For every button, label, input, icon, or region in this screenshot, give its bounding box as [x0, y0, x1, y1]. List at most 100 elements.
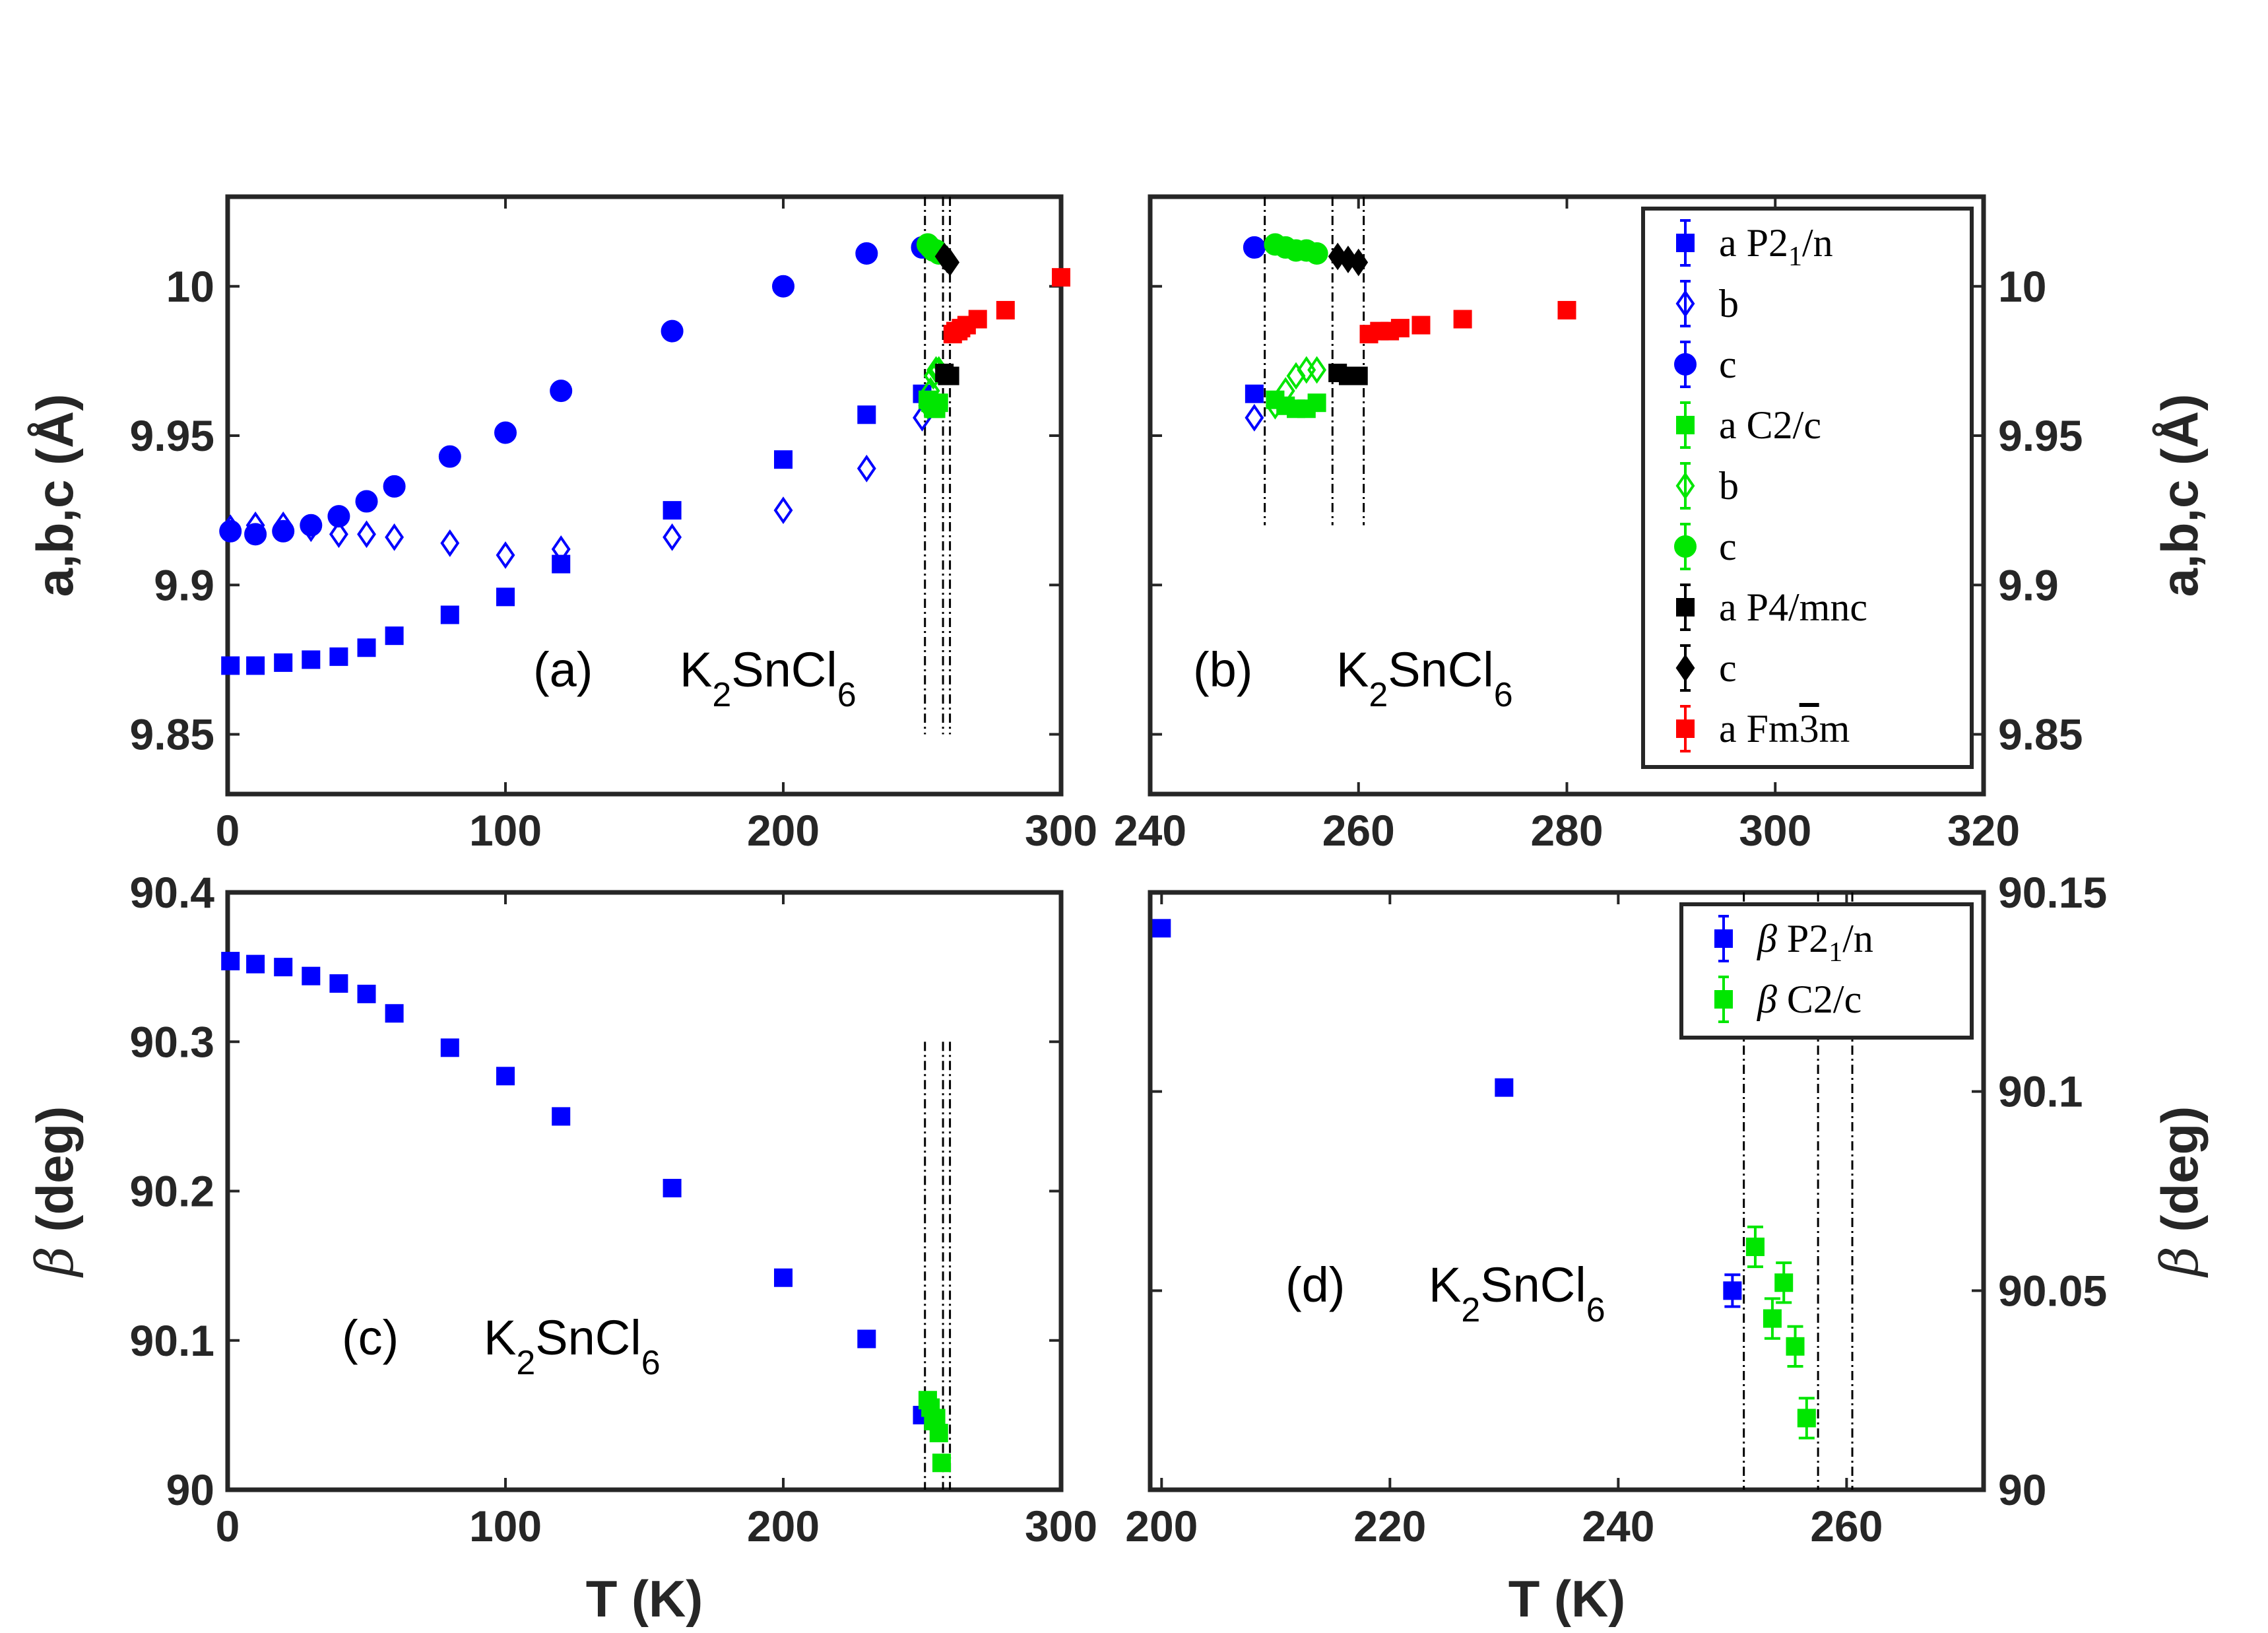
- data-point: [302, 650, 321, 669]
- legend-symbol: β: [1757, 917, 1777, 960]
- data-point: [440, 605, 459, 624]
- y-tick-label: 90.15: [1998, 868, 2107, 917]
- legend-entry-label: a P21/n: [1719, 221, 1833, 272]
- data-point: [772, 275, 794, 298]
- x-tick-label: 320: [1947, 806, 2020, 855]
- data-point: [661, 319, 684, 343]
- data-point: [773, 496, 793, 525]
- x-tick-label: 280: [1530, 806, 1603, 855]
- legend-text: P2: [1777, 917, 1829, 960]
- y-tick-label: 9.9: [1998, 560, 2059, 609]
- series-c-c2-c: [1264, 233, 1328, 265]
- compound-formula: K2SnCl6: [680, 642, 857, 714]
- data-point: [552, 554, 571, 574]
- y-axis-text: (deg): [2151, 1106, 2209, 1246]
- formula-part: K: [484, 1310, 516, 1365]
- data-point: [244, 523, 267, 546]
- series-b-p2-1-n: [1245, 403, 1264, 432]
- legend-entry-label: c: [1719, 646, 1737, 690]
- legend-text: c: [1719, 525, 1737, 568]
- formula-part: SnCl: [1388, 642, 1493, 697]
- y-tick-label: 90: [166, 1465, 214, 1514]
- data-point: [855, 242, 878, 265]
- series-beta-c2-c: [1745, 1225, 1816, 1440]
- legend-text: c: [1719, 343, 1737, 386]
- series-c-p4-mnc: [934, 242, 960, 277]
- y-tick-label: 9.95: [130, 411, 214, 460]
- x-tick-label: 240: [1582, 1502, 1654, 1550]
- data-point: [496, 587, 515, 607]
- data-point: [272, 519, 295, 543]
- data-point: [663, 501, 682, 520]
- data-point: [1052, 268, 1070, 287]
- formula-part: SnCl: [731, 642, 837, 697]
- data-point: [1453, 310, 1472, 329]
- x-tick-label: 200: [747, 806, 820, 855]
- legend-marker: [1676, 234, 1695, 252]
- formula-subscript: 2: [712, 676, 731, 714]
- legend-box: [1679, 902, 1974, 1040]
- series-c-p4-mnc: [1328, 242, 1369, 277]
- data-point: [246, 954, 265, 974]
- panel-label: (b): [1193, 642, 1252, 697]
- legend-marker: [1714, 990, 1733, 1009]
- data-point: [300, 514, 323, 537]
- legend-text: a Fm: [1719, 707, 1799, 750]
- series-a-p2-1-n: [221, 384, 932, 675]
- y-tick-label: 90: [1998, 1465, 2046, 1514]
- legend-text: a C2/c: [1719, 403, 1821, 447]
- y-tick-label: 90.05: [1998, 1266, 2107, 1315]
- data-point: [857, 454, 876, 483]
- data-point: [1390, 319, 1409, 338]
- legend-entry-label: β P21/n: [1757, 917, 1873, 968]
- data-point: [1266, 391, 1285, 420]
- y-axis-text: a,b,c (Å): [2151, 394, 2209, 597]
- data-point: [1276, 377, 1295, 405]
- formula-subscript: 2: [1461, 1291, 1480, 1329]
- data-point: [385, 1004, 404, 1023]
- legend-text-tail: /n: [1802, 221, 1833, 265]
- y-tick-label: 9.9: [154, 560, 214, 609]
- data-point: [302, 966, 321, 985]
- legend-marker: [1674, 535, 1697, 558]
- legend-entry-label: c: [1719, 525, 1737, 568]
- x-tick-label: 0: [216, 1502, 240, 1550]
- panel-label: (a): [533, 642, 593, 697]
- legend-text: c: [1719, 646, 1737, 690]
- legend-marker: [1675, 472, 1695, 500]
- data-point: [329, 520, 348, 549]
- data-point: [385, 523, 405, 551]
- legend-entry-label: a Fm3m: [1719, 707, 1850, 750]
- data-point: [496, 541, 515, 569]
- x-tick-label: 200: [747, 1502, 820, 1550]
- data-point: [1774, 1273, 1794, 1292]
- y-tick-label: 9.95: [1998, 411, 2083, 460]
- legend-marker: [1676, 598, 1695, 617]
- x-tick-label: 220: [1353, 1502, 1426, 1550]
- series-c-p2-1-n: [1243, 236, 1266, 259]
- data-point: [774, 450, 793, 469]
- data-point: [1245, 384, 1264, 403]
- data-point: [274, 958, 293, 977]
- data-point: [926, 1409, 946, 1428]
- data-point: [1243, 236, 1266, 259]
- data-point: [1152, 919, 1171, 938]
- legend-marker: [1676, 416, 1695, 434]
- formula-subscript: 2: [1369, 676, 1388, 714]
- x-tick-label: 0: [216, 806, 240, 855]
- legend: β P21/nβ C2/c: [1679, 902, 1974, 1040]
- data-point: [357, 638, 376, 657]
- x-tick-label: 260: [1810, 1502, 1883, 1550]
- x-tick-label: 300: [1025, 806, 1097, 855]
- y-axis-label: a,b,c (Å): [2151, 394, 2209, 597]
- legend-subscript: 1: [1829, 937, 1842, 968]
- formula-part: SnCl: [1480, 1257, 1586, 1312]
- data-point: [1786, 1337, 1805, 1356]
- series-beta-p2-1-n: [1152, 919, 1742, 1308]
- legend-subscript: 1: [1788, 242, 1802, 272]
- legend-marker: [1675, 654, 1695, 682]
- panel-a: 0 100 200 300 9.85 9.9 9.95 10 a,b,c (Å) (a) K2SnC…: [26, 194, 1097, 855]
- formula-part: K: [1429, 1257, 1461, 1312]
- data-point: [1307, 393, 1326, 413]
- series-c-p2-1-n: [219, 236, 934, 546]
